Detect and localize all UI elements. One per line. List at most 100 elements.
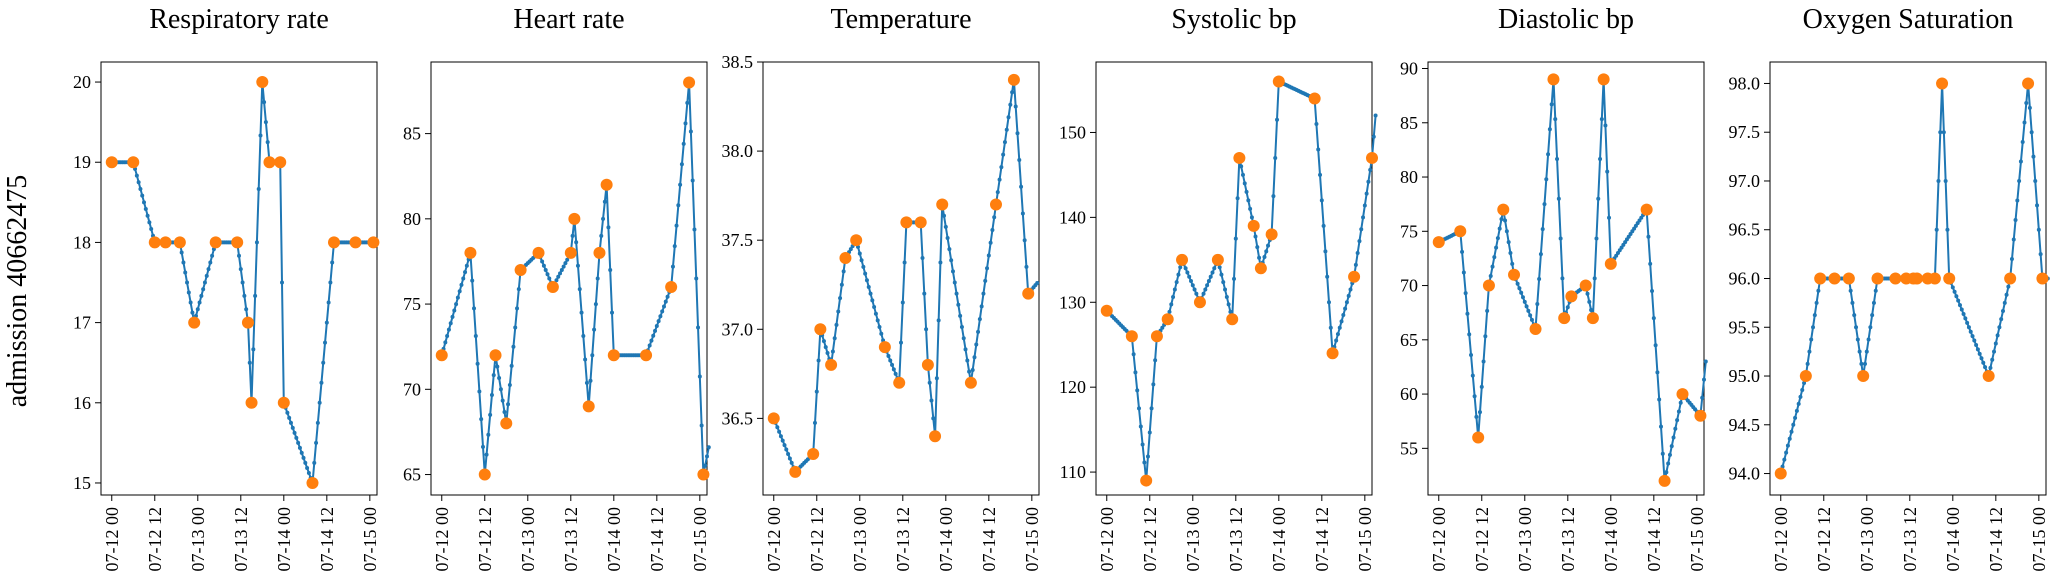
interp-point	[1995, 333, 2000, 338]
y-tick-label: 130	[1059, 292, 1086, 312]
observed-point	[697, 468, 710, 481]
interp-point	[899, 340, 903, 345]
interp-point	[470, 278, 475, 283]
x-tick-label: 07-14 12	[1986, 507, 2006, 572]
interp-point	[1147, 430, 1152, 435]
x-tick-label: 07-15 00	[1687, 507, 1707, 572]
interp-point	[1651, 316, 1656, 321]
interp-point	[2038, 252, 2043, 257]
interp-point	[1594, 236, 1599, 241]
interp-point	[1667, 452, 1672, 457]
interp-point	[663, 299, 668, 304]
interp-point	[1556, 196, 1561, 201]
x-tick-label: 07-15 00	[1355, 507, 1375, 572]
interp-point	[1782, 457, 1787, 462]
observed-point	[1828, 272, 1841, 285]
interp-point	[1004, 127, 1009, 132]
interp-point	[1816, 288, 1821, 293]
interp-point	[1010, 90, 1015, 95]
series-line	[440, 82, 710, 475]
observed-point	[825, 358, 838, 371]
interp-point	[328, 280, 333, 285]
interp-point	[1185, 270, 1190, 275]
observed-point	[1842, 272, 1855, 285]
x-tick-label: 07-15 00	[360, 507, 380, 572]
interp-point	[945, 235, 950, 240]
observed-point	[665, 281, 678, 294]
interp-point	[1244, 189, 1249, 194]
interp-point	[1240, 172, 1245, 177]
y-tick-label: 140	[1059, 207, 1086, 227]
interp-point	[502, 410, 507, 415]
interp-point	[461, 276, 466, 281]
interp-point	[1599, 117, 1604, 122]
interp-point	[1864, 349, 1869, 354]
interp-point	[838, 296, 843, 301]
observed-point	[532, 246, 545, 259]
observed-point	[1640, 203, 1653, 216]
interp-point	[1335, 332, 1340, 337]
interp-point	[1223, 287, 1228, 292]
chart-panel: Systolic bp 110 120 130 140 150 07-12 00 07-12 …	[1059, 4, 1378, 572]
interp-point	[1965, 320, 1970, 325]
interp-point	[1470, 373, 1475, 378]
interp-point	[445, 334, 450, 339]
observed-point	[277, 396, 290, 409]
interp-point	[1807, 349, 1812, 354]
interp-point	[821, 339, 826, 344]
observed-point	[1982, 370, 1995, 383]
observed-point	[349, 236, 362, 249]
interp-point	[929, 398, 934, 403]
interp-point	[588, 378, 593, 383]
interp-point	[459, 282, 464, 287]
x-tick-label: 07-12 12	[1814, 507, 1834, 572]
interp-point	[972, 355, 977, 360]
y-tick-label: 38.0	[722, 141, 754, 161]
interp-point	[1138, 424, 1143, 429]
observed-point	[936, 198, 949, 211]
interp-point	[258, 133, 263, 138]
interp-point	[1171, 294, 1176, 299]
interp-point	[1848, 288, 1853, 293]
interp-point	[301, 455, 306, 460]
interp-point	[1700, 395, 1705, 400]
interp-point	[140, 193, 145, 198]
x-tick-label: 07-14 00	[274, 507, 294, 572]
interp-point	[1190, 283, 1195, 288]
interp-point	[1373, 113, 1378, 118]
observed-point	[568, 212, 581, 225]
interp-point	[606, 225, 611, 230]
interp-point	[1979, 356, 1984, 361]
interp-point	[237, 253, 241, 258]
interp-point	[692, 227, 697, 232]
interp-point	[315, 420, 320, 425]
interp-point	[1488, 274, 1493, 279]
interp-point	[251, 347, 256, 352]
interp-point	[1337, 325, 1342, 330]
interp-point	[181, 260, 186, 265]
chart-title: Respiratory rate	[149, 4, 329, 35]
interp-point	[834, 322, 839, 327]
interp-point	[812, 420, 817, 425]
observed-point	[1694, 409, 1707, 422]
interp-point	[1145, 454, 1150, 459]
interp-point	[1264, 249, 1269, 254]
interp-point	[1194, 291, 1199, 296]
interp-point	[1952, 289, 1957, 294]
interp-point	[1008, 102, 1013, 107]
interp-point	[1022, 238, 1027, 243]
interp-point	[319, 380, 324, 385]
interp-point	[1135, 388, 1140, 393]
interp-point	[965, 358, 970, 363]
interp-point	[970, 368, 975, 373]
interp-point	[2035, 203, 2040, 208]
interp-point	[312, 460, 317, 465]
observed-point	[1176, 253, 1189, 266]
interp-point	[1224, 294, 1229, 299]
interp-point	[934, 376, 939, 381]
interp-point	[1671, 435, 1676, 440]
interp-point	[1273, 155, 1278, 160]
interp-point	[479, 417, 484, 422]
interp-point	[287, 415, 292, 420]
